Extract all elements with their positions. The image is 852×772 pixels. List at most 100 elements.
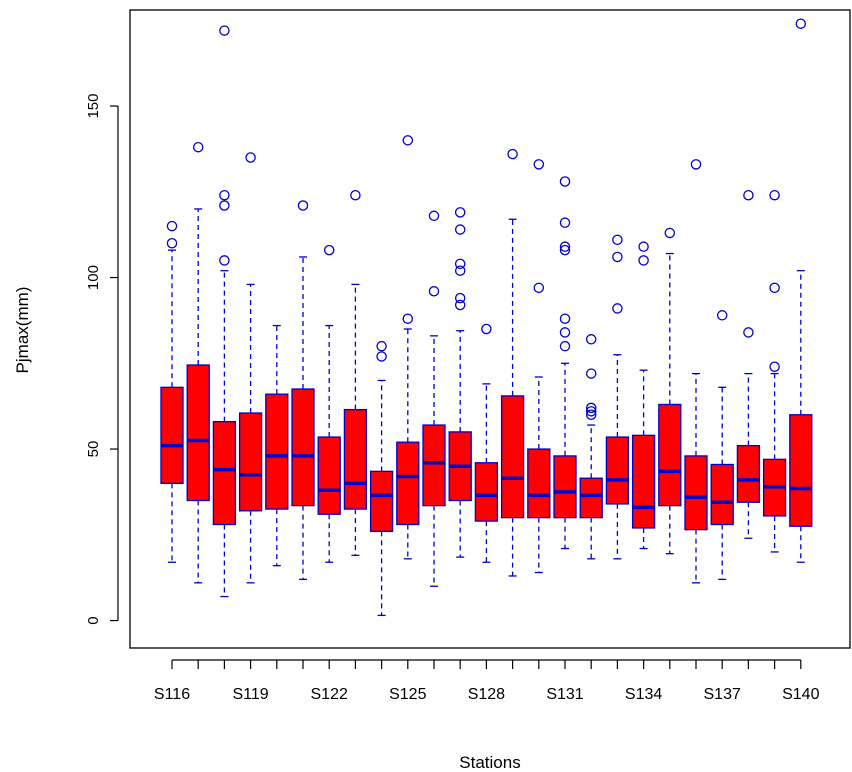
outlier-point <box>192 141 204 153</box>
outlier-point <box>350 189 361 201</box>
outlier-point <box>559 327 571 338</box>
box-iqr <box>579 477 603 519</box>
outlier-point <box>612 251 623 263</box>
box-iqr <box>500 395 525 519</box>
box-s134 <box>631 241 656 550</box>
box-s129 <box>500 148 525 577</box>
outlier-point <box>533 282 545 294</box>
box-iqr <box>238 412 263 512</box>
x-tick-label: S119 <box>233 686 269 703</box>
outlier-point <box>743 189 754 201</box>
outlier-point <box>769 189 780 201</box>
outlier-point <box>559 340 571 352</box>
outlier-point <box>559 176 571 187</box>
x-tick-label: S131 <box>546 686 583 703</box>
box-s140 <box>789 18 813 563</box>
outlier-point <box>166 220 178 232</box>
x-tick-label: S122 <box>311 686 348 703</box>
outlier-point <box>743 327 754 338</box>
outlier-point <box>559 241 571 252</box>
box-iqr <box>631 434 656 529</box>
outlier-point <box>559 313 571 324</box>
outlier-point <box>376 340 387 352</box>
box-iqr <box>658 403 682 507</box>
outlier-point <box>323 244 335 256</box>
box-iqr <box>265 393 289 510</box>
box-iqr <box>160 386 184 485</box>
x-tick-label: S140 <box>782 686 819 703</box>
x-tick-label: S116 <box>154 686 190 703</box>
box-s117 <box>186 141 210 584</box>
x-tick-label: S134 <box>625 686 662 703</box>
y-tick-label: 100 <box>85 265 102 290</box>
x-tick-label: S125 <box>389 686 426 703</box>
x-tick-label: S128 <box>468 686 505 703</box>
box-iqr <box>317 436 341 515</box>
outlier-point <box>454 292 466 304</box>
outlier-point <box>219 25 230 36</box>
box-iqr <box>474 462 499 522</box>
box-s138 <box>736 189 761 539</box>
outlier-point <box>454 207 466 218</box>
y-tick-label: 50 <box>85 441 102 458</box>
outlier-point <box>428 286 440 297</box>
box-s124 <box>369 340 394 617</box>
box-iqr <box>527 448 551 519</box>
box-iqr <box>343 408 368 510</box>
box-iqr <box>369 470 394 533</box>
outlier-point <box>612 234 623 246</box>
outlier-point <box>245 152 256 163</box>
box-s118 <box>212 25 237 598</box>
outlier-point <box>638 255 649 266</box>
box-iqr <box>710 463 734 526</box>
outlier-point <box>769 361 780 372</box>
outlier-point <box>585 368 597 379</box>
outlier-point <box>716 310 728 321</box>
x-tick-label: S137 <box>704 686 741 703</box>
box-iqr <box>291 388 315 507</box>
outlier-point <box>402 135 414 146</box>
box-iqr <box>396 441 420 526</box>
outlier-point <box>376 351 387 362</box>
box-iqr <box>736 444 761 503</box>
box-s120 <box>265 324 289 567</box>
outlier-point <box>454 299 466 311</box>
box-s123 <box>343 189 368 557</box>
outlier-point <box>219 200 230 211</box>
outlier-point <box>769 282 780 294</box>
box-iqr <box>684 455 708 531</box>
box-s137 <box>710 310 734 581</box>
box-s139 <box>762 189 787 553</box>
box-s136 <box>684 159 708 584</box>
box-iqr <box>605 436 630 505</box>
y-tick-label: 0 <box>85 616 102 624</box>
outlier-point <box>402 313 414 324</box>
outlier-point <box>481 323 492 335</box>
box-iqr <box>789 414 813 527</box>
box-iqr <box>422 424 446 507</box>
outlier-point <box>454 258 466 270</box>
box-s116 <box>160 220 184 563</box>
outlier-point <box>585 402 597 414</box>
outlier-point <box>795 18 807 29</box>
box-s126 <box>422 210 446 587</box>
outlier-point <box>585 334 597 345</box>
box-s131 <box>553 176 577 550</box>
outlier-point <box>559 217 571 228</box>
plot-frame <box>129 9 851 649</box>
outlier-point <box>219 189 230 201</box>
outlier-point <box>219 255 230 266</box>
outlier-point <box>166 237 178 249</box>
outlier-point <box>454 224 466 235</box>
box-s119 <box>238 152 263 584</box>
box-s133 <box>605 234 630 560</box>
x-axis-label: Stations <box>459 753 520 772</box>
outlier-point <box>297 200 309 211</box>
box-s121 <box>291 200 315 581</box>
outlier-point <box>585 406 597 417</box>
box-s135 <box>658 227 682 555</box>
box-s128 <box>474 323 499 563</box>
y-tick-label: 150 <box>85 94 102 119</box>
outlier-point <box>533 159 545 170</box>
